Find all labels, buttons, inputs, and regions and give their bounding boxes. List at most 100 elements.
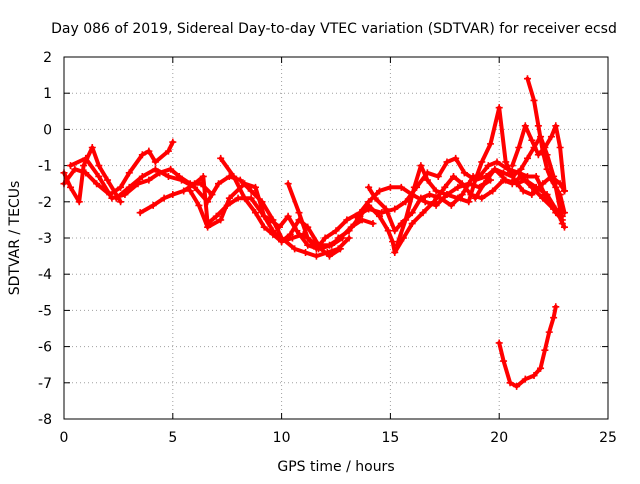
data-point — [365, 205, 373, 213]
data-point — [443, 158, 451, 166]
data-point — [80, 162, 88, 170]
data-point — [541, 346, 549, 354]
data-point — [560, 209, 568, 217]
data-point — [465, 198, 473, 206]
data-point — [251, 183, 259, 191]
data-point — [247, 187, 255, 195]
data-point — [288, 234, 296, 242]
data-point — [214, 180, 222, 188]
data-point — [402, 216, 410, 224]
data-point — [295, 209, 303, 217]
data-point — [471, 194, 479, 202]
series-line — [510, 123, 567, 193]
data-point — [325, 252, 333, 260]
data-point — [186, 187, 194, 195]
data-point — [212, 212, 220, 220]
data-point — [534, 151, 542, 159]
data-point — [117, 198, 125, 206]
data-point — [164, 147, 172, 155]
data-point — [93, 180, 101, 188]
data-point — [82, 169, 90, 177]
data-point — [178, 176, 186, 184]
data-point — [513, 382, 521, 390]
series-line — [366, 160, 565, 233]
data-point — [334, 234, 342, 242]
data-point — [508, 172, 516, 180]
data-point — [547, 133, 555, 141]
y-tick-label: -2 — [38, 195, 52, 211]
data-point — [82, 154, 90, 162]
data-point — [434, 172, 442, 180]
data-point — [95, 172, 103, 180]
data-point — [138, 172, 146, 180]
data-point — [321, 234, 329, 242]
data-point — [204, 223, 212, 231]
data-point — [543, 191, 551, 199]
series-track-15 — [508, 122, 568, 195]
data-point — [432, 201, 440, 209]
x-tick-label: 10 — [273, 430, 291, 446]
data-point — [421, 198, 429, 206]
data-point — [423, 176, 431, 184]
data-point — [304, 241, 312, 249]
data-point — [500, 169, 508, 177]
data-point — [386, 183, 394, 191]
data-point — [251, 209, 259, 217]
data-point — [345, 227, 353, 235]
data-point — [402, 198, 410, 206]
y-tick-label: -1 — [38, 159, 52, 175]
series-line — [62, 145, 123, 204]
y-tick-label: -4 — [38, 267, 52, 283]
data-point — [217, 154, 225, 162]
plot-frame — [63, 56, 609, 420]
data-point — [312, 245, 320, 253]
data-point — [236, 176, 244, 184]
series-track-16 — [495, 303, 560, 390]
data-point — [426, 191, 434, 199]
tick-labels: 0 5 10 15 20 25 -8 -7 -6 -5 -4 -3 -2 -1 0 1 2 — [38, 50, 617, 446]
data-point — [358, 216, 366, 224]
data-point — [543, 165, 551, 173]
data-point — [75, 198, 83, 206]
data-point — [260, 212, 268, 220]
data-point — [286, 230, 294, 238]
data-point — [502, 158, 510, 166]
data-point — [452, 154, 460, 162]
data-point — [169, 138, 177, 146]
y-tick-label: -5 — [38, 303, 52, 319]
data-point — [436, 194, 444, 202]
data-point — [241, 180, 249, 188]
data-point — [454, 194, 462, 202]
data-point — [284, 180, 292, 188]
data-point — [241, 194, 249, 202]
data-point — [67, 162, 75, 170]
data-point — [199, 172, 207, 180]
data-point — [304, 234, 312, 242]
data-point — [528, 136, 536, 144]
data-point — [541, 144, 549, 151]
data-point — [325, 241, 333, 249]
data-point — [234, 194, 242, 202]
data-point — [217, 216, 225, 224]
data-point — [489, 187, 497, 195]
data-point — [523, 75, 531, 83]
data-point — [191, 180, 199, 188]
data-point — [160, 194, 168, 202]
data-point — [125, 183, 133, 191]
series-track-11 — [352, 154, 568, 231]
data-point — [495, 104, 503, 112]
data-point — [284, 212, 292, 220]
data-point — [558, 220, 566, 228]
data-point — [539, 180, 547, 188]
data-point — [369, 220, 377, 228]
data-point — [384, 227, 392, 235]
data-point — [502, 176, 510, 184]
data-point — [552, 122, 560, 130]
data-point — [523, 154, 531, 162]
data-point — [556, 191, 564, 199]
data-point — [225, 194, 233, 202]
x-axis-label: GPS time / hours — [277, 459, 394, 475]
x-tick-label: 15 — [381, 430, 399, 446]
data-point — [528, 191, 536, 199]
data-point — [336, 245, 344, 253]
